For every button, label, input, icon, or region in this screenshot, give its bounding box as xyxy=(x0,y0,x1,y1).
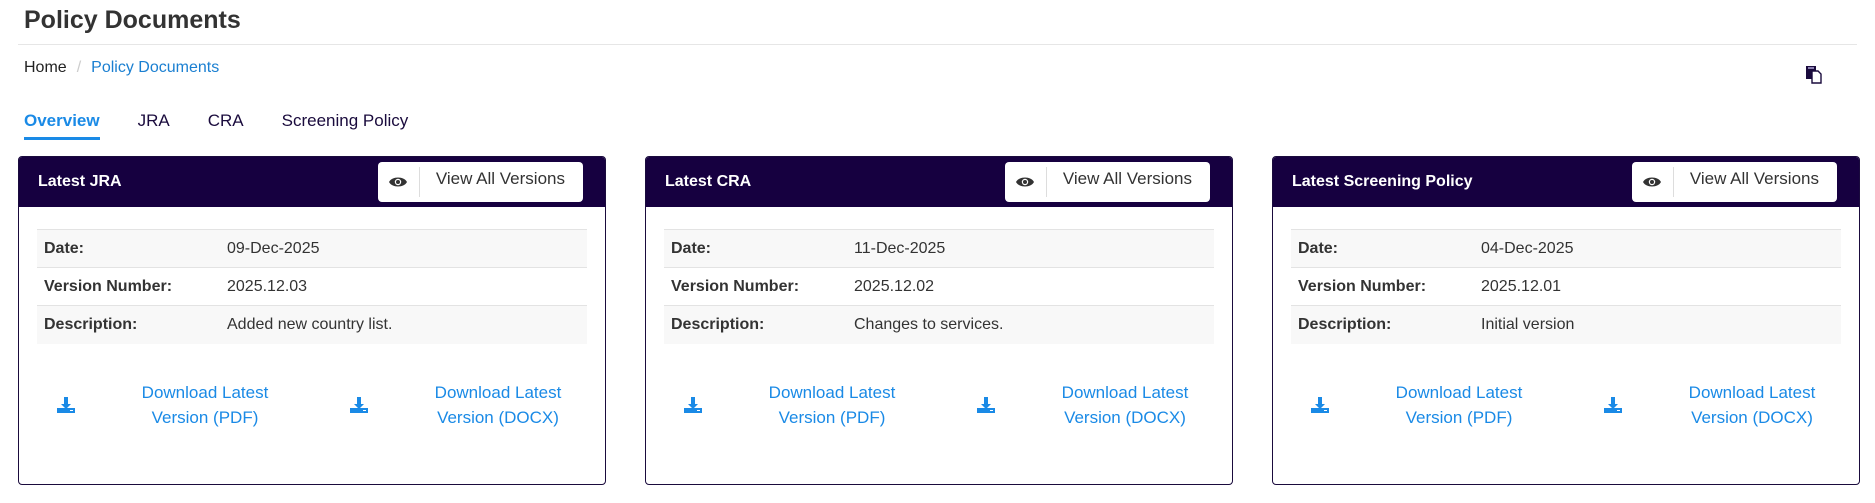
download-docx-label: Download Latest Version (DOCX) xyxy=(434,383,562,427)
breadcrumb-separator: / xyxy=(76,59,82,76)
policy-card: Latest CRA View All Versions Date: 11-Dec… xyxy=(645,156,1233,485)
version-value: 2025.12.03 xyxy=(220,267,587,306)
date-label: Date: xyxy=(1291,229,1474,268)
version-value: 2025.12.01 xyxy=(1474,267,1841,306)
version-value: 2025.12.02 xyxy=(847,267,1214,306)
download-icon xyxy=(350,397,368,413)
download-docx-link[interactable]: Download Latest Version (DOCX) xyxy=(977,380,1210,430)
card-title: Latest Screening Policy xyxy=(1292,173,1473,190)
download-docx-link[interactable]: Download Latest Version (DOCX) xyxy=(1604,380,1837,430)
version-label: Version Number: xyxy=(1291,267,1474,306)
table-row: Version Number: 2025.12.01 xyxy=(1291,267,1841,306)
tab-overview[interactable]: Overview xyxy=(24,111,100,140)
table-row: Version Number: 2025.12.03 xyxy=(37,267,587,306)
download-pdf-link[interactable]: Download Latest Version (PDF) xyxy=(1311,380,1544,430)
download-icon xyxy=(684,397,702,413)
date-label: Date: xyxy=(664,229,847,268)
description-value: Changes to services. xyxy=(847,305,1214,344)
download-docx-label: Download Latest Version (DOCX) xyxy=(1061,383,1189,427)
download-pdf-link[interactable]: Download Latest Version (PDF) xyxy=(684,380,917,430)
download-pdf-link[interactable]: Download Latest Version (PDF) xyxy=(57,380,290,430)
details-table: Date: 09-Dec-2025 Version Number: 2025.12.… xyxy=(37,229,587,344)
eye-icon xyxy=(378,167,420,197)
description-value: Added new country list. xyxy=(220,305,587,344)
download-docx-link[interactable]: Download Latest Version (DOCX) xyxy=(350,380,583,430)
divider xyxy=(18,44,1857,45)
download-pdf-label: Download Latest Version (PDF) xyxy=(141,383,269,427)
card-header: Latest Screening Policy View All Version… xyxy=(1273,157,1859,207)
view-all-versions-button[interactable]: View All Versions xyxy=(1004,162,1210,202)
eye-icon xyxy=(1632,167,1674,197)
tab-bar: Overview JRA CRA Screening Policy xyxy=(24,111,446,140)
download-icon xyxy=(1604,397,1622,413)
view-all-versions-label: View All Versions xyxy=(435,169,565,188)
view-all-versions-label: View All Versions xyxy=(1689,169,1819,188)
breadcrumb-home[interactable]: Home xyxy=(24,59,67,76)
eye-icon xyxy=(1005,167,1047,197)
policy-card: Latest Screening Policy View All Version… xyxy=(1272,156,1860,485)
tab-jra[interactable]: JRA xyxy=(137,111,170,130)
version-label: Version Number: xyxy=(37,267,220,306)
breadcrumb: Home / Policy Documents xyxy=(24,59,219,77)
date-value: 09-Dec-2025 xyxy=(220,229,587,268)
download-icon xyxy=(1311,397,1329,413)
date-value: 11-Dec-2025 xyxy=(847,229,1214,268)
table-row: Version Number: 2025.12.02 xyxy=(664,267,1214,306)
download-icon xyxy=(57,397,75,413)
table-row: Description: Changes to services. xyxy=(664,305,1214,344)
download-pdf-label: Download Latest Version (PDF) xyxy=(1395,383,1523,427)
policy-card: Latest JRA View All Versions Date: 09-Dec… xyxy=(18,156,606,485)
copy-icon[interactable] xyxy=(1806,66,1822,84)
download-docx-label: Download Latest Version (DOCX) xyxy=(1688,383,1816,427)
card-title: Latest JRA xyxy=(38,173,122,190)
card-title: Latest CRA xyxy=(665,173,752,190)
breadcrumb-current[interactable]: Policy Documents xyxy=(91,59,220,76)
page-title: Policy Documents xyxy=(24,6,241,34)
card-header: Latest JRA View All Versions xyxy=(19,157,605,207)
description-value: Initial version xyxy=(1474,305,1841,344)
table-row: Description: Added new country list. xyxy=(37,305,587,344)
view-all-versions-label: View All Versions xyxy=(1062,169,1192,188)
view-all-versions-button[interactable]: View All Versions xyxy=(377,162,583,202)
view-all-versions-button[interactable]: View All Versions xyxy=(1631,162,1837,202)
version-label: Version Number: xyxy=(664,267,847,306)
details-table: Date: 04-Dec-2025 Version Number: 2025.12.… xyxy=(1291,229,1841,344)
tab-cra[interactable]: CRA xyxy=(207,111,244,130)
description-label: Description: xyxy=(1291,305,1474,344)
description-label: Description: xyxy=(664,305,847,344)
download-icon xyxy=(977,397,995,413)
table-row: Date: 11-Dec-2025 xyxy=(664,229,1214,268)
card-header: Latest CRA View All Versions xyxy=(646,157,1232,207)
details-table: Date: 11-Dec-2025 Version Number: 2025.12.… xyxy=(664,229,1214,344)
table-row: Date: 04-Dec-2025 xyxy=(1291,229,1841,268)
date-label: Date: xyxy=(37,229,220,268)
download-pdf-label: Download Latest Version (PDF) xyxy=(768,383,896,427)
date-value: 04-Dec-2025 xyxy=(1474,229,1841,268)
table-row: Date: 09-Dec-2025 xyxy=(37,229,587,268)
table-row: Description: Initial version xyxy=(1291,305,1841,344)
tab-screening-policy[interactable]: Screening Policy xyxy=(281,111,409,130)
description-label: Description: xyxy=(37,305,220,344)
